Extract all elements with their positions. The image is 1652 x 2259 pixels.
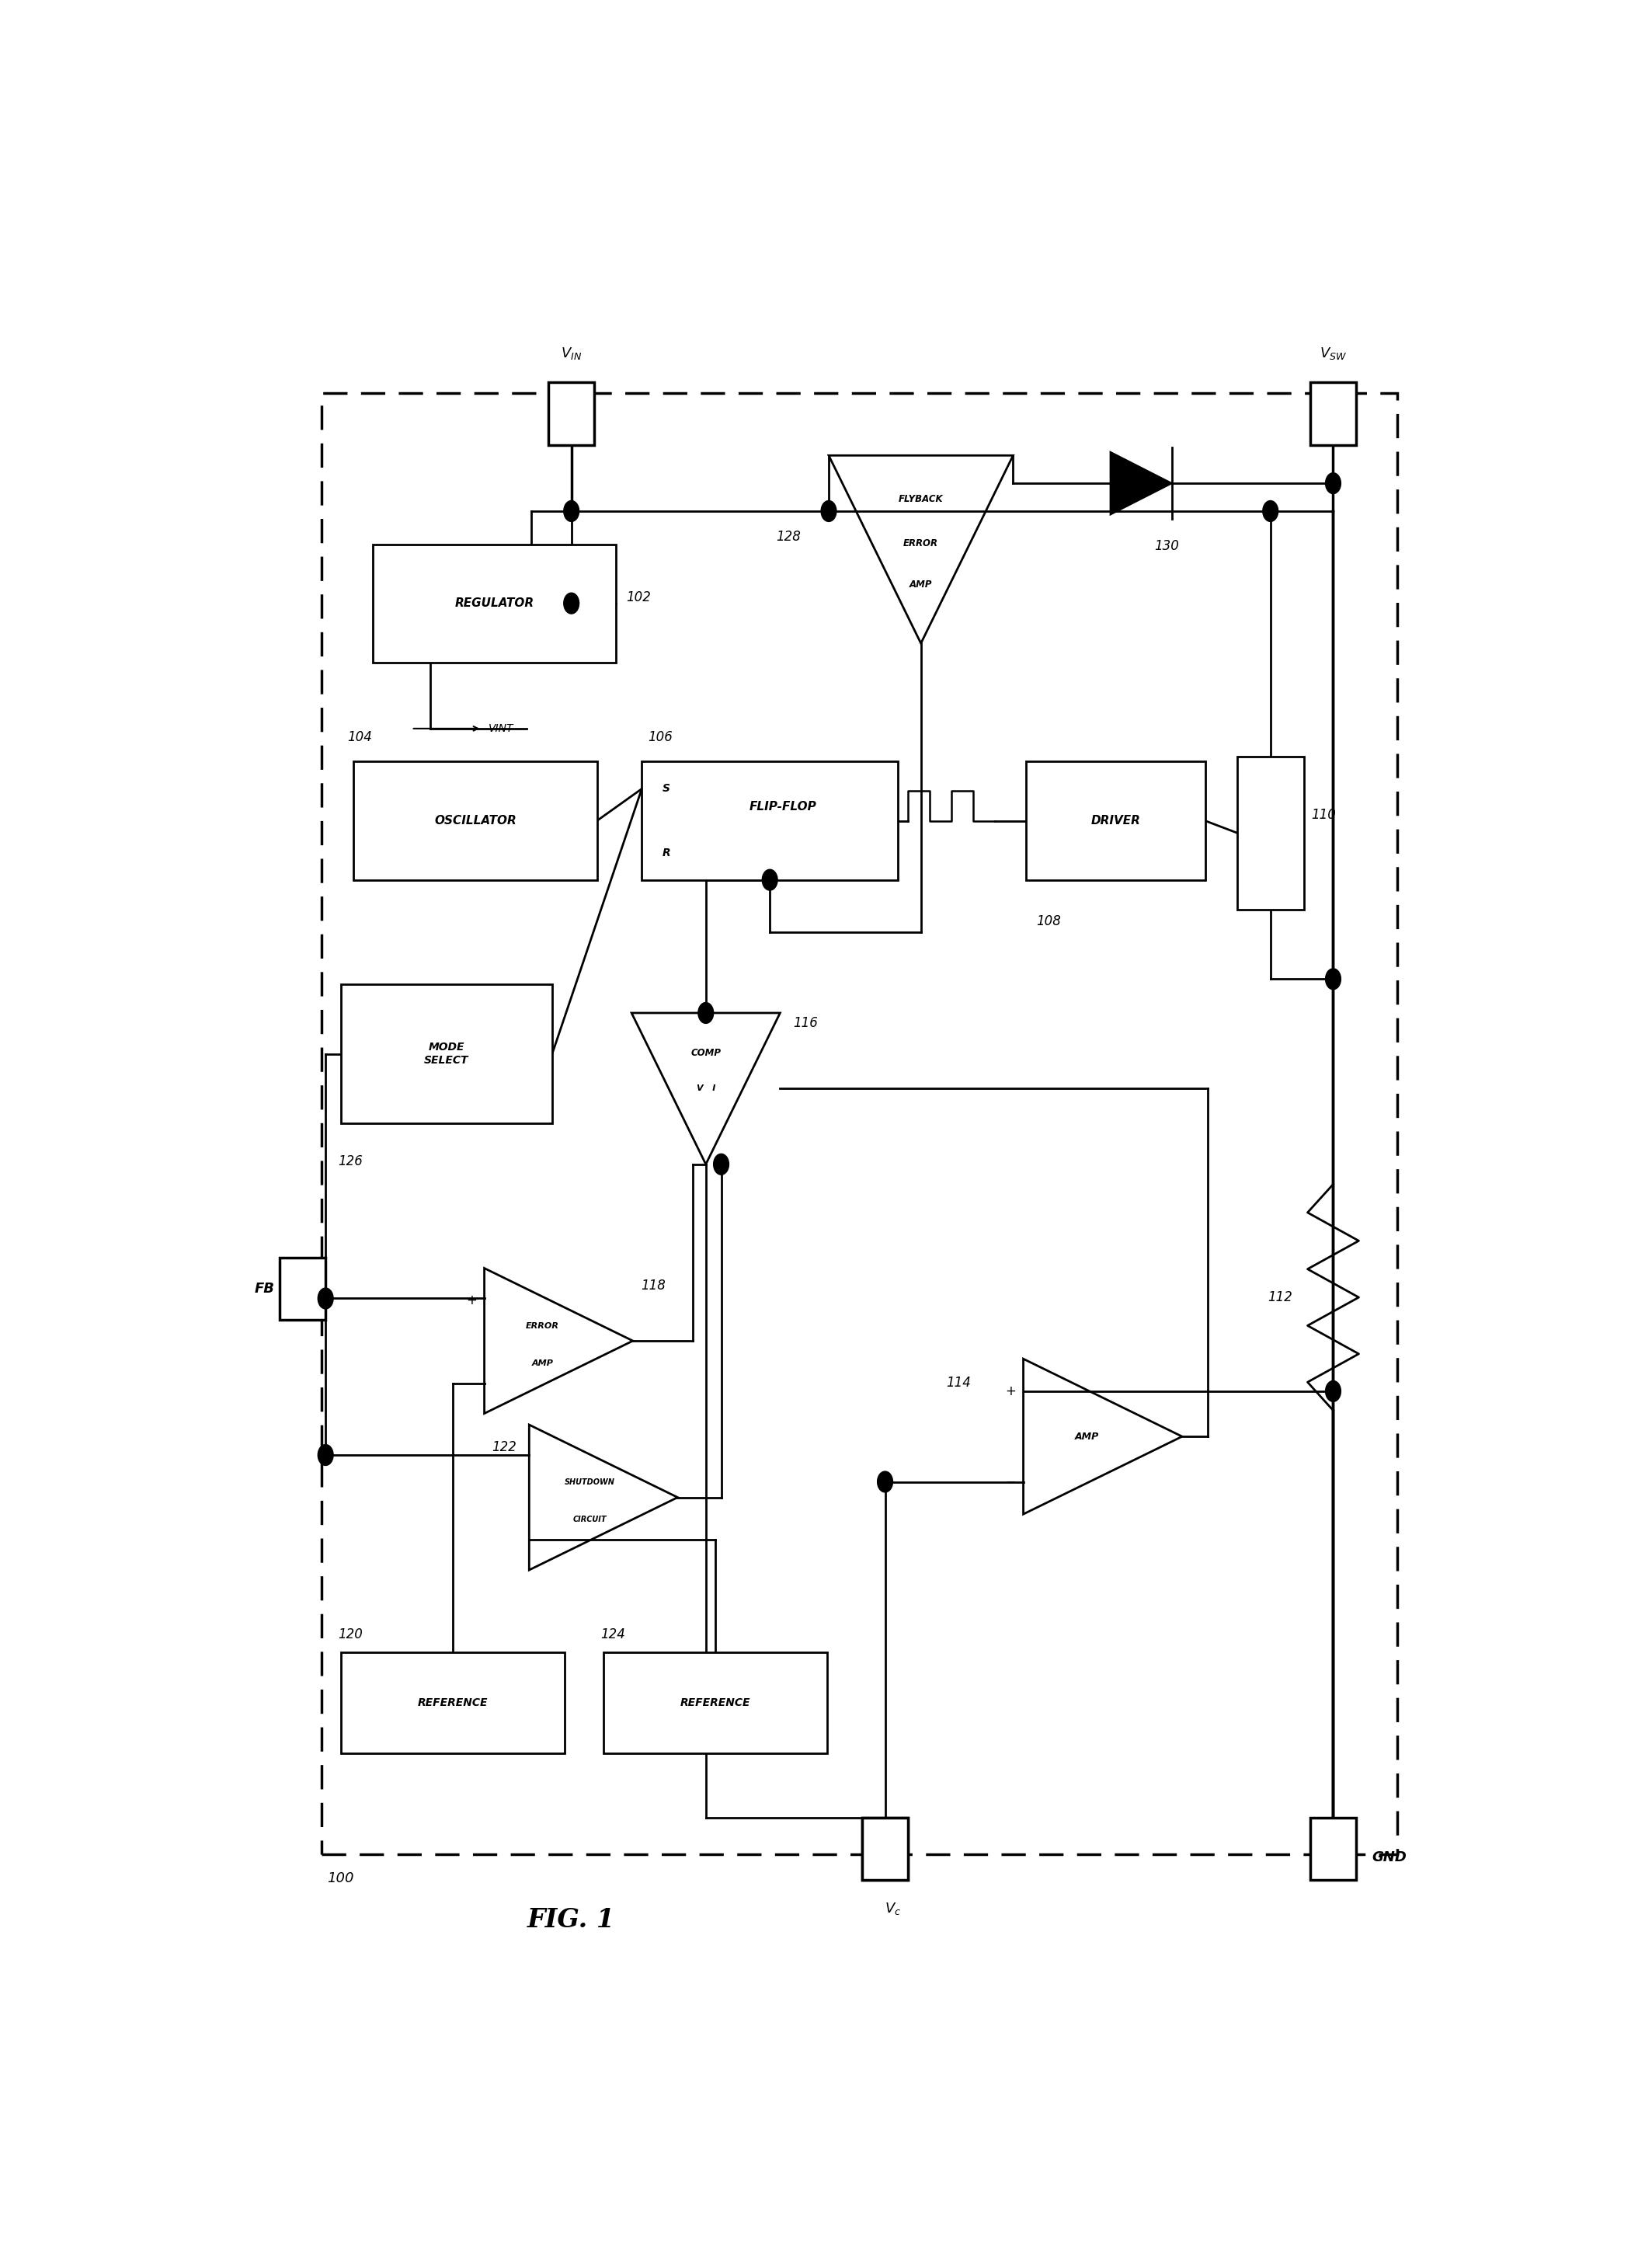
Circle shape [317, 1444, 334, 1466]
Circle shape [317, 1288, 334, 1308]
FancyBboxPatch shape [862, 1818, 909, 1879]
Text: REFERENCE: REFERENCE [681, 1697, 750, 1708]
Circle shape [714, 1154, 729, 1175]
FancyBboxPatch shape [354, 761, 596, 881]
Text: CIRCUIT: CIRCUIT [573, 1516, 606, 1523]
Text: ERROR: ERROR [525, 1322, 558, 1331]
Text: 104: 104 [347, 730, 372, 743]
Circle shape [1325, 472, 1341, 495]
Text: COMP: COMP [691, 1048, 720, 1059]
Text: 102: 102 [626, 590, 651, 605]
Text: 116: 116 [793, 1017, 818, 1030]
Circle shape [1325, 969, 1341, 989]
Circle shape [1262, 501, 1279, 522]
Text: AMP: AMP [1075, 1432, 1099, 1441]
FancyBboxPatch shape [603, 1651, 828, 1753]
Text: +: + [466, 1294, 477, 1308]
Text: 128: 128 [776, 531, 801, 544]
Text: 130: 130 [1153, 540, 1178, 553]
Text: 110: 110 [1312, 806, 1336, 822]
Text: −: − [1004, 1475, 1016, 1489]
Text: MODE
SELECT: MODE SELECT [425, 1041, 469, 1066]
Text: 118: 118 [641, 1279, 666, 1292]
Text: AMP: AMP [910, 578, 932, 590]
Text: VINT: VINT [489, 723, 514, 734]
Text: $V_{IN}$: $V_{IN}$ [560, 346, 582, 361]
Circle shape [1325, 1380, 1341, 1401]
Text: REGULATOR: REGULATOR [454, 596, 534, 610]
Text: +: + [1004, 1385, 1016, 1398]
Text: DRIVER: DRIVER [1090, 815, 1140, 827]
Text: REFERENCE: REFERENCE [418, 1697, 487, 1708]
FancyBboxPatch shape [279, 1258, 325, 1319]
Text: FLYBACK: FLYBACK [899, 495, 943, 504]
Text: GND: GND [1371, 1850, 1406, 1864]
Circle shape [563, 501, 580, 522]
Text: FB: FB [254, 1281, 274, 1297]
Circle shape [563, 592, 580, 614]
Text: FLIP-FLOP: FLIP-FLOP [748, 800, 816, 813]
Text: 120: 120 [339, 1629, 363, 1642]
Text: 124: 124 [601, 1629, 626, 1642]
Text: ERROR: ERROR [904, 538, 938, 549]
Text: R: R [662, 847, 671, 858]
FancyBboxPatch shape [1026, 761, 1206, 881]
Text: 112: 112 [1267, 1290, 1292, 1303]
Text: 114: 114 [947, 1376, 971, 1389]
Text: $V_c$: $V_c$ [884, 1900, 900, 1916]
Polygon shape [1110, 452, 1171, 515]
Text: AMP: AMP [532, 1360, 553, 1367]
Text: SHUTDOWN: SHUTDOWN [565, 1477, 615, 1486]
FancyBboxPatch shape [641, 761, 899, 881]
Circle shape [877, 1471, 892, 1493]
Circle shape [762, 870, 778, 890]
Text: S: S [662, 784, 671, 795]
FancyBboxPatch shape [1237, 757, 1303, 910]
Text: 108: 108 [1036, 915, 1061, 928]
Text: V   I: V I [697, 1084, 715, 1093]
FancyBboxPatch shape [862, 1818, 909, 1879]
Text: $V_{SW}$: $V_{SW}$ [1320, 346, 1346, 361]
Text: FIG. 1: FIG. 1 [527, 1907, 615, 1934]
FancyBboxPatch shape [322, 393, 1398, 1855]
FancyBboxPatch shape [1310, 1818, 1356, 1879]
Text: 122: 122 [492, 1439, 517, 1455]
FancyBboxPatch shape [1310, 382, 1356, 445]
Text: 106: 106 [648, 730, 672, 743]
FancyBboxPatch shape [373, 544, 616, 662]
Text: 100: 100 [327, 1870, 354, 1886]
Text: 126: 126 [339, 1154, 363, 1168]
Circle shape [821, 501, 836, 522]
FancyBboxPatch shape [340, 1651, 565, 1753]
Circle shape [699, 1003, 714, 1023]
FancyBboxPatch shape [340, 985, 552, 1123]
Text: OSCILLATOR: OSCILLATOR [434, 815, 517, 827]
FancyBboxPatch shape [548, 382, 595, 445]
